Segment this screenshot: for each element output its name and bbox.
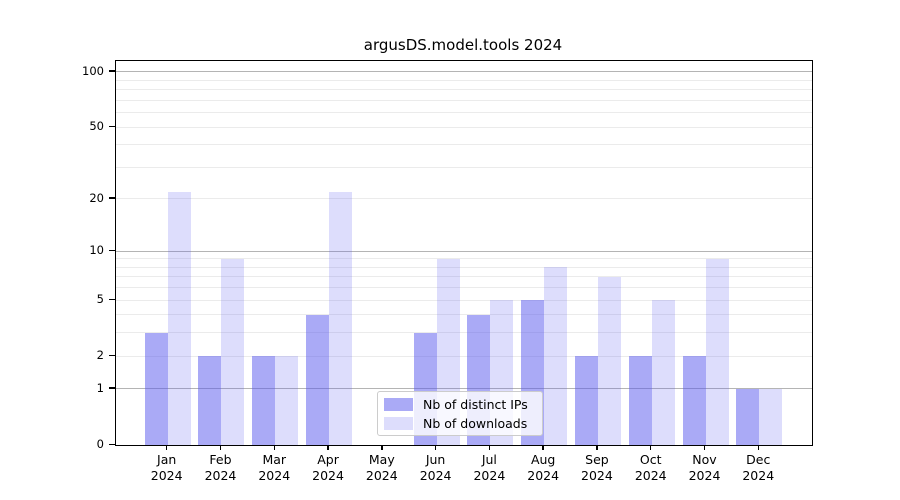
x-tick-label-sep: Sep 2024 (581, 452, 613, 483)
major-gridline (116, 71, 812, 73)
y-tick-mark (109, 197, 115, 199)
x-tick-label-jun: Jun 2024 (419, 452, 452, 483)
y-tick-label: 100 (82, 63, 104, 78)
x-tick-mark (166, 445, 168, 450)
minor-gridline (116, 166, 812, 168)
x-tick-mark (757, 445, 759, 450)
minor-gridline (116, 112, 812, 114)
legend-label-distinct-ips: Nb of distinct IPs (423, 396, 528, 412)
bar-downloads-dec (759, 388, 783, 445)
y-tick-label: 5 (96, 292, 104, 307)
x-tick-mark (327, 445, 329, 450)
x-tick-mark (650, 445, 652, 450)
x-tick-label-nov: Nov 2024 (688, 452, 721, 483)
x-tick-label-jul: Jul 2024 (473, 452, 506, 483)
bar-downloads-oct (651, 300, 675, 445)
legend-entry-distinct-ips: Nb of distinct IPs (384, 397, 536, 412)
y-tick-label: 0 (96, 437, 104, 451)
x-tick-label-feb: Feb 2024 (204, 452, 237, 483)
legend-swatch-downloads (384, 416, 413, 430)
chart-title: argusDS.model.tools 2024 (363, 36, 563, 54)
x-tick-mark (219, 445, 222, 450)
y-tick-mark (109, 125, 115, 128)
y-tick-mark (109, 387, 115, 389)
x-tick-mark (381, 445, 383, 450)
major-gridline (116, 250, 812, 252)
y-tick-mark (109, 443, 115, 445)
bar-distinct-ips-mar (252, 356, 276, 445)
minor-gridline (116, 89, 812, 91)
bar-downloads-jan (167, 191, 191, 445)
bar-downloads-sep (597, 276, 621, 445)
legend-label-downloads: Nb of downloads (423, 415, 528, 431)
y-tick-mark (109, 249, 115, 252)
minor-gridline (116, 287, 812, 289)
x-tick-label-dec: Dec 2024 (742, 452, 775, 483)
minor-gridline (116, 126, 812, 128)
minor-gridline (116, 299, 812, 301)
x-tick-label-aug: Aug 2024 (527, 452, 560, 483)
x-tick-label-apr: Apr 2024 (312, 452, 344, 483)
y-tick-label: 20 (89, 190, 104, 205)
bar-distinct-ips-oct (628, 356, 652, 445)
bar-distinct-ips-feb (198, 356, 222, 445)
legend-swatch-distinct-ips (384, 397, 413, 411)
plot-area (115, 60, 813, 446)
x-tick-label-mar: Mar 2024 (258, 452, 291, 483)
x-tick-label-may: May 2024 (365, 452, 398, 483)
minor-gridline (116, 266, 812, 268)
minor-gridline (116, 99, 812, 101)
bar-downloads-aug (544, 267, 568, 445)
minor-gridline (116, 332, 812, 334)
y-tick-mark (109, 298, 115, 301)
legend-entry-downloads: Nb of downloads (384, 416, 536, 431)
bar-distinct-ips-nov (682, 356, 706, 445)
legend: Nb of distinct IPs Nb of downloads (377, 391, 543, 436)
bar-downloads-feb (221, 258, 245, 445)
x-tick-mark (273, 445, 275, 450)
bar-distinct-ips-dec (736, 388, 760, 445)
y-tick-mark (109, 354, 115, 357)
y-tick-mark (109, 70, 115, 72)
bar-downloads-nov (705, 258, 729, 445)
bar-downloads-apr (329, 191, 353, 445)
x-tick-mark (596, 445, 598, 450)
bar-distinct-ips-jan (144, 332, 168, 445)
x-tick-mark (703, 445, 706, 450)
major-gridline (116, 388, 812, 390)
minor-gridline (116, 355, 812, 357)
bar-distinct-ips-sep (574, 356, 598, 445)
minor-gridline (116, 258, 812, 260)
minor-gridline (116, 314, 812, 316)
y-tick-label: 2 (96, 348, 104, 363)
bar-downloads-mar (275, 356, 299, 445)
minor-gridline (116, 144, 812, 146)
minor-gridline (116, 276, 812, 278)
y-tick-label: 10 (89, 243, 104, 258)
y-tick-label: 1 (96, 380, 104, 395)
x-tick-mark (542, 445, 544, 450)
minor-gridline (116, 198, 812, 200)
x-tick-mark (434, 445, 437, 450)
x-tick-mark (488, 445, 491, 450)
x-tick-label-oct: Oct 2024 (634, 452, 667, 483)
bar-distinct-ips-apr (306, 314, 330, 445)
y-tick-label: 50 (89, 119, 104, 134)
minor-gridline (116, 79, 812, 81)
x-tick-label-jan: Jan 2024 (150, 452, 183, 483)
